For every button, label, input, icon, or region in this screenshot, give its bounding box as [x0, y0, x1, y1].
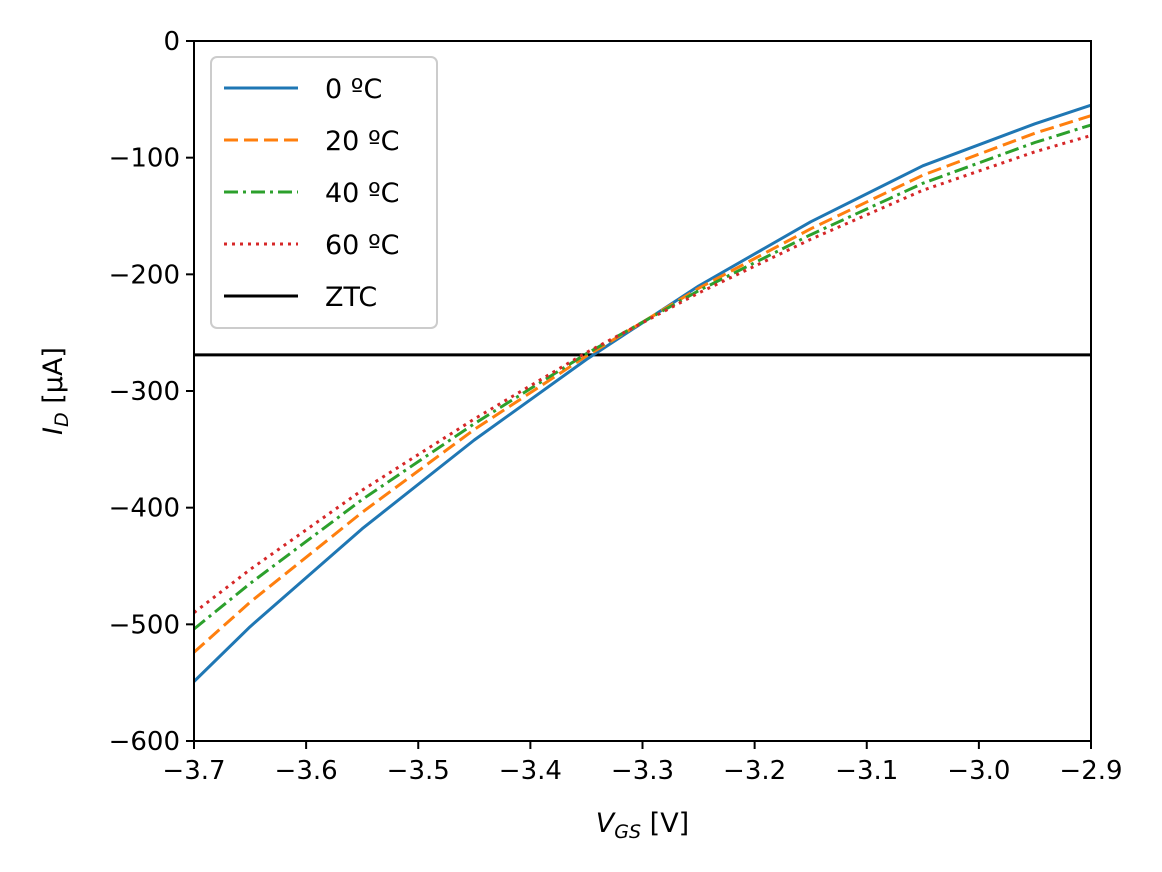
y-tick-label: −200 [109, 260, 180, 290]
x-tick-label: −3.0 [947, 756, 1010, 786]
legend: 0 ºC 20 ºC 40 ºC 60 ºC ZTC [210, 56, 438, 329]
y-axis-title-unit: [μA] [38, 347, 69, 412]
x-tick-label: −3.4 [499, 756, 562, 786]
x-tick-label: −3.3 [611, 756, 674, 786]
series-line-1 [194, 114, 1091, 654]
plot-lines [194, 103, 1091, 683]
x-axis-title-sub: GS [614, 821, 641, 843]
y-axis-title: ID [μA] [38, 347, 73, 435]
legend-label-0: 0 ºC [325, 74, 382, 105]
x-axis-title: VGS [V] [596, 808, 689, 843]
series-line-3 [194, 134, 1091, 614]
x-tick-label: −2.9 [1059, 756, 1122, 786]
x-tick-label: −3.5 [387, 756, 450, 786]
x-tick-label: −3.2 [723, 756, 786, 786]
x-tick-label: −3.1 [835, 756, 898, 786]
y-tick-label: −300 [109, 377, 180, 407]
y-tick-label: −100 [109, 144, 180, 174]
x-tick-label: −3.6 [275, 756, 338, 786]
y-tick-label: 0 [163, 27, 180, 57]
x-axis-title-unit: [V] [641, 808, 689, 839]
series-line-2 [194, 123, 1091, 631]
legend-box [210, 56, 438, 329]
y-axis-title-main: I [38, 427, 69, 435]
axis-ticks: −3.7 −3.6 −3.5 −3.4 −3.3 −3.2 −3.1 −3.0 −2.9 0 −10… [109, 27, 1123, 786]
y-tick-label: −400 [109, 494, 180, 524]
y-axis-title-sub: D [51, 412, 73, 427]
y-tick-label: −500 [109, 610, 180, 640]
legend-label-2: 40 ºC [325, 178, 400, 209]
legend-label-4: ZTC [325, 282, 377, 313]
x-axis-title-main: V [596, 808, 617, 839]
legend-label-3: 60 ºC [325, 230, 400, 261]
legend-label-1: 20 ºC [325, 126, 400, 157]
x-tick-label: −3.7 [162, 756, 225, 786]
y-tick-label: −600 [109, 727, 180, 757]
